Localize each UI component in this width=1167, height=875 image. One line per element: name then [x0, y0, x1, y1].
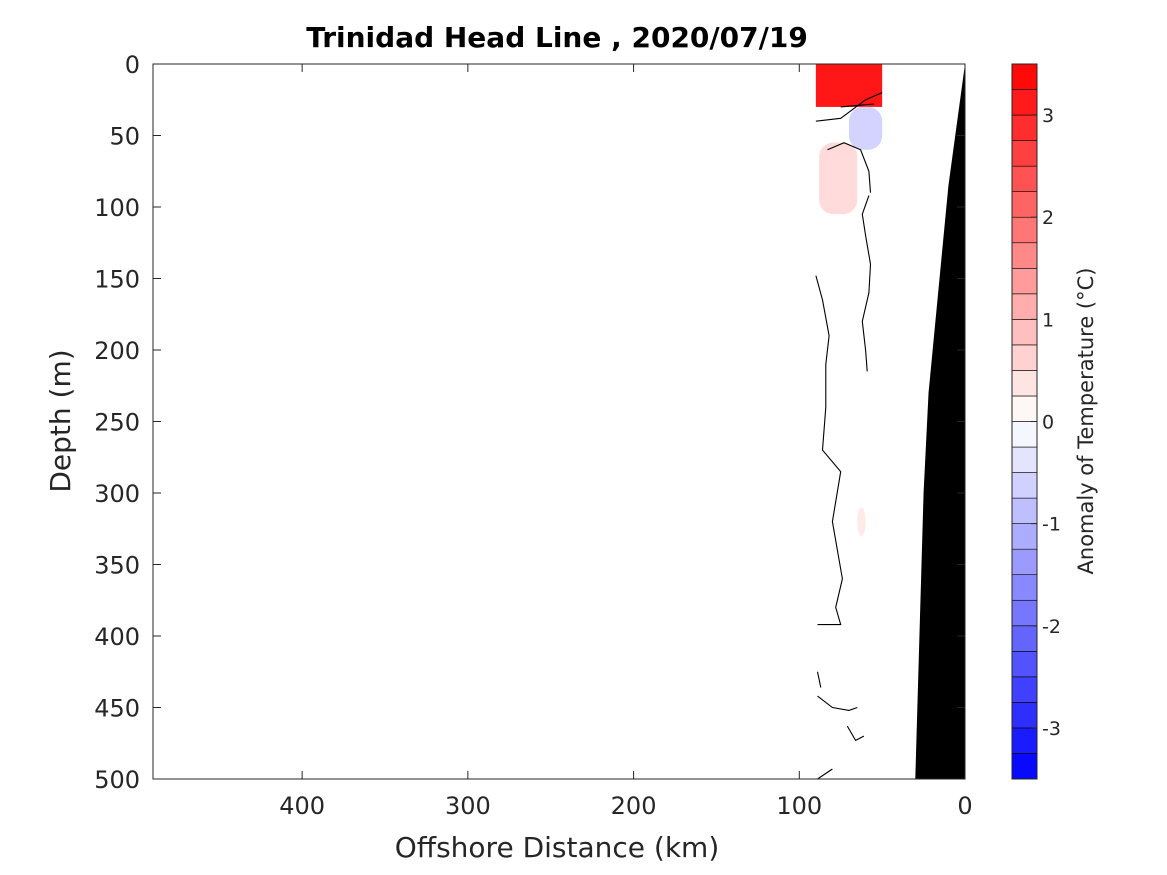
x-tick-label: 200 [611, 792, 657, 820]
colorbar-step [1011, 344, 1038, 371]
y-tick-label: 400 [94, 623, 140, 651]
x-tick-label: 300 [445, 792, 491, 820]
y-tick-label: 200 [94, 337, 140, 365]
colorbar-step [1011, 727, 1038, 754]
zero-contour-line [817, 768, 833, 780]
anomaly-fill-layer [815, 64, 883, 536]
colorbar-step [1011, 702, 1038, 729]
y-tick-label: 350 [94, 552, 140, 580]
colorbar-step [1011, 599, 1038, 627]
y-tick-label: 100 [94, 194, 140, 222]
colorbar-tick-label: -1 [1042, 514, 1061, 536]
anomaly-region [849, 106, 883, 150]
colorbar-step [1011, 165, 1038, 192]
colorbar-tick-label: 1 [1042, 309, 1054, 331]
colorbar-step [1011, 293, 1038, 320]
colorbar-tick-label: 2 [1042, 207, 1054, 229]
colorbar-step [1011, 63, 1038, 90]
anomaly-region [857, 507, 866, 536]
x-axis-ticks: 400 300 200 100 0 [279, 64, 973, 820]
colorbar-tick-label: -3 [1042, 718, 1061, 740]
zero-contour-line [846, 725, 865, 742]
y-tick-label: 450 [94, 695, 140, 723]
zero-contour-line [817, 695, 858, 711]
colorbar-step [1011, 89, 1038, 116]
colorbar-tick-label: -2 [1042, 616, 1061, 638]
zero-contour-line [815, 275, 843, 626]
y-axis-ticks: 0 50 100 150 200 250 300 350 400 450 500 [94, 51, 965, 794]
colorbar-step [1011, 472, 1038, 499]
colorbar-step [1011, 421, 1038, 448]
y-tick-label: 0 [125, 51, 140, 79]
colorbar-step [1011, 216, 1038, 244]
colorbar-step [1011, 242, 1038, 269]
colorbar-label: Anomaly of Temperature (°C) [1074, 268, 1098, 575]
x-tick-label: 100 [776, 792, 822, 820]
colorbar-frame [1011, 63, 1038, 780]
y-tick-label: 50 [109, 123, 140, 151]
colorbar-ticks: -3 -2 -1 0 1 2 3 [1031, 105, 1061, 740]
y-tick-label: 150 [94, 266, 140, 294]
bathymetry-layer [915, 64, 965, 779]
colorbar: -3 -2 -1 0 1 2 3 Anomaly of Temperature (°C) [1011, 63, 1098, 780]
anomaly-region [819, 142, 858, 215]
plot-area [152, 63, 966, 780]
zero-contour-line [816, 671, 822, 688]
colorbar-tick-label: 3 [1042, 105, 1054, 127]
colorbar-step [1011, 140, 1038, 167]
colorbar-step [1011, 625, 1038, 652]
chart-title: Trinidad Head Line , 2020/07/19 [306, 21, 808, 54]
colorbar-step [1011, 676, 1038, 703]
zero-contour-line [861, 195, 872, 372]
colorbar-step [1011, 114, 1038, 141]
colorbar-tick-label: 0 [1042, 412, 1054, 434]
zero-contour-line [827, 142, 872, 193]
x-tick-label: 0 [957, 792, 972, 820]
bathymetry-shelf [915, 64, 965, 779]
colorbar-step [1011, 267, 1038, 295]
colorbar-step [1011, 191, 1038, 218]
x-tick-label: 400 [279, 792, 325, 820]
colorbar-step [1011, 753, 1038, 780]
colorbar-step [1011, 651, 1038, 678]
y-axis-label: Depth (m) [44, 349, 77, 492]
colorbar-step [1011, 574, 1038, 601]
zero-contour-line [840, 103, 874, 108]
y-tick-label: 300 [94, 480, 140, 508]
zero-contour-layer [815, 92, 883, 780]
colorbar-step [1011, 548, 1038, 576]
anomaly-region [815, 64, 883, 107]
y-tick-label: 500 [94, 766, 140, 794]
colorbar-step [1011, 523, 1038, 550]
colorbar-step [1011, 497, 1038, 524]
x-axis-label: Offshore Distance (km) [395, 831, 720, 864]
colorbar-step [1011, 370, 1038, 397]
y-tick-label: 250 [94, 409, 140, 437]
colorbar-step [1011, 395, 1038, 422]
colorbar-step [1011, 446, 1038, 473]
zero-contour-line [815, 92, 883, 122]
colorbar-step [1011, 319, 1038, 346]
